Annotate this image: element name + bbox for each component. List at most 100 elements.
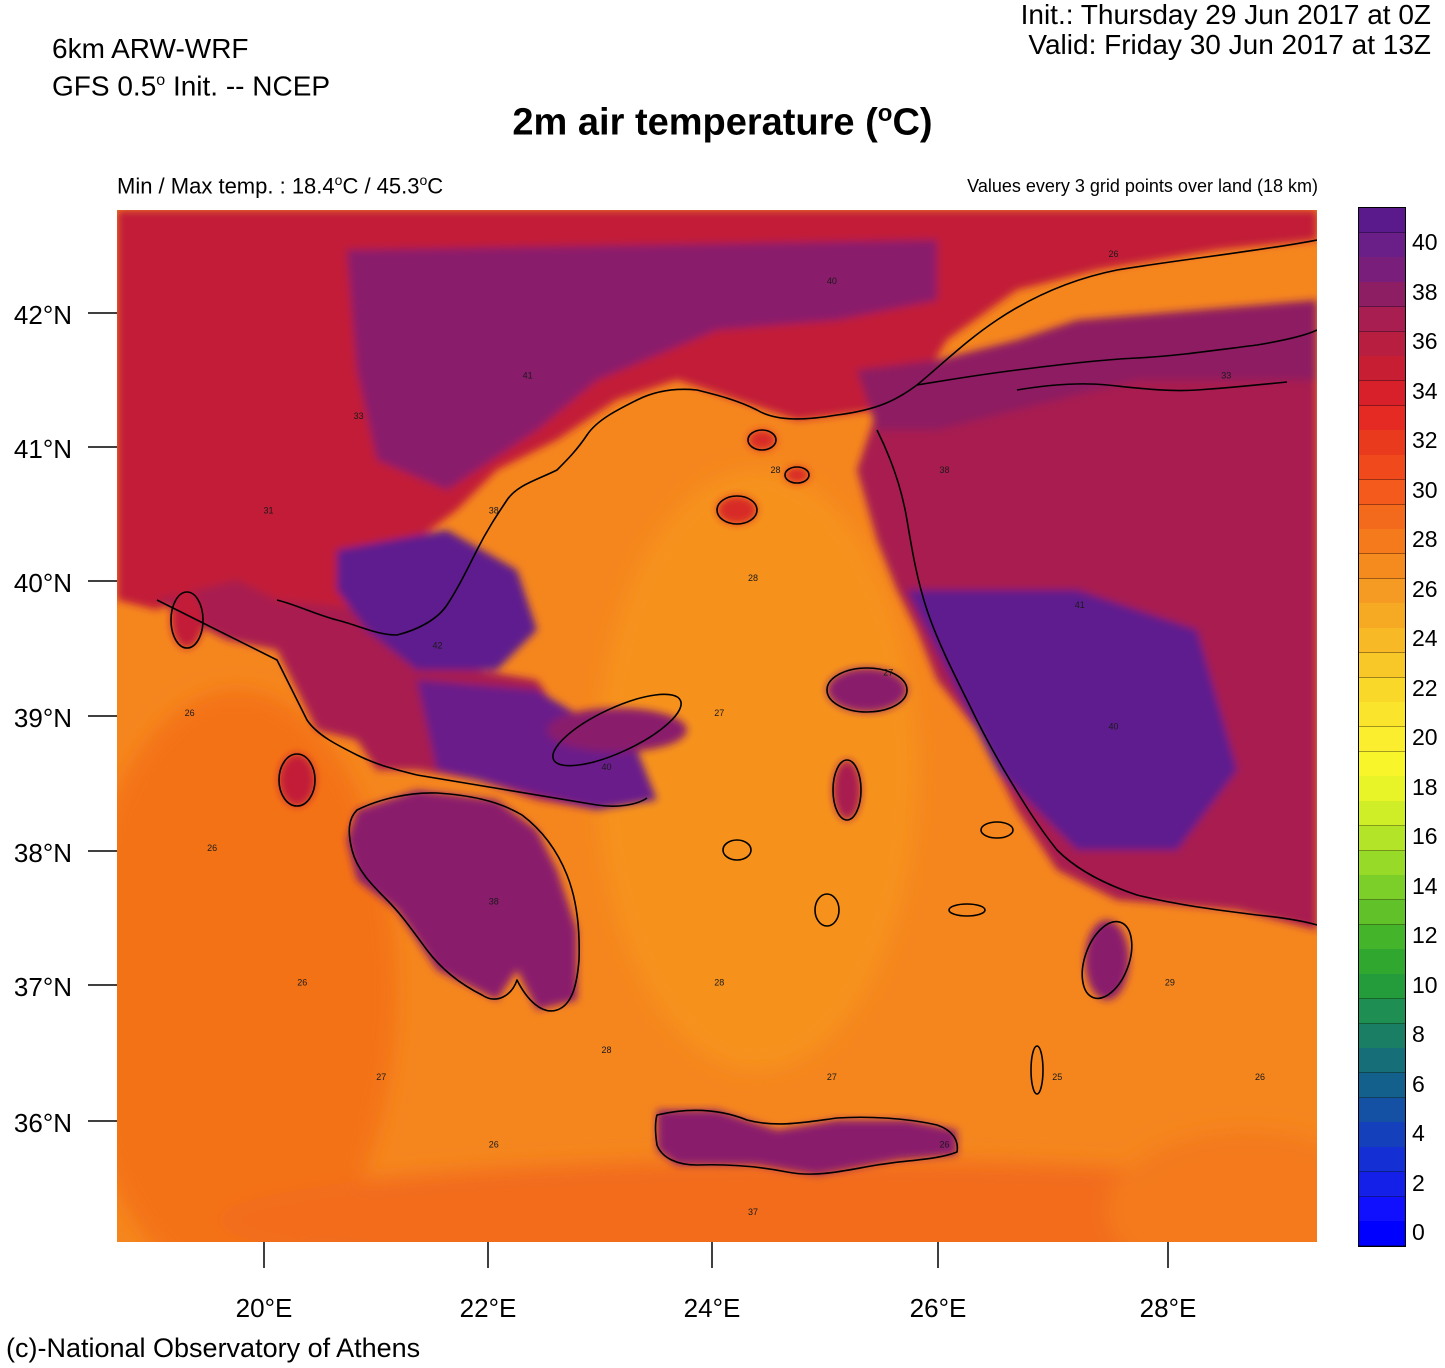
init-time: Init.: Thursday 29 Jun 2017 at 0Z — [1020, 0, 1431, 30]
coast-samothraki — [784, 466, 810, 484]
grid-value: 26 — [297, 978, 307, 988]
island-evia — [547, 708, 687, 752]
grid-value: 38 — [489, 506, 499, 516]
lon-label-20: 20°E — [235, 1293, 293, 1323]
credit-text: (c)-National Observatory of Athens — [6, 1333, 421, 1363]
colorbar-band — [1359, 1221, 1405, 1247]
grid-value: 28 — [714, 978, 724, 988]
colorbar-band — [1359, 455, 1405, 481]
land-temperature — [117, 210, 1317, 1175]
grid-value: 26 — [1109, 249, 1119, 259]
land-anatolia-hot — [907, 590, 1237, 850]
colorbar-band — [1359, 578, 1405, 604]
colorbar-band — [1359, 430, 1405, 456]
colorbar-band — [1359, 727, 1405, 753]
colorbar-band — [1359, 479, 1405, 506]
colorbar-band — [1359, 949, 1405, 975]
lon-label-22: 22°E — [459, 1293, 517, 1323]
grid-value: 37 — [748, 1207, 758, 1217]
colorbar-band — [1359, 974, 1405, 1000]
title-tail: C) — [892, 101, 933, 144]
grid-value: 26 — [1255, 1072, 1265, 1082]
colorbar-band — [1359, 1073, 1405, 1099]
coast-kefalonia — [278, 753, 316, 807]
lat-label-42: 42°N — [13, 300, 72, 330]
colorbar-label: 26 — [1412, 575, 1438, 602]
grid-value: 38 — [489, 897, 499, 907]
coast-corfu — [170, 591, 204, 649]
coast-andros — [722, 839, 752, 861]
colorbar-band — [1359, 381, 1405, 407]
colorbar-band — [1359, 677, 1405, 703]
colorbar-label: 24 — [1412, 625, 1438, 651]
colorbar-label: 4 — [1412, 1120, 1425, 1146]
colorbar-label: 2 — [1412, 1169, 1425, 1196]
grid-value: 26 — [207, 843, 217, 853]
title-main: 2m air temperature ( — [512, 101, 878, 144]
colorbar-band — [1359, 331, 1405, 357]
colorbar-band — [1359, 208, 1405, 234]
colorbar-band — [1359, 998, 1405, 1025]
grid-value: 28 — [748, 573, 758, 583]
coast-marmara — [1016, 381, 1288, 392]
colorbar-band — [1359, 628, 1405, 654]
colorbar-label: 8 — [1412, 1021, 1425, 1047]
grid-value: 40 — [602, 762, 612, 772]
valid-time: Valid: Friday 30 Jun 2017 at 13Z — [1028, 29, 1431, 60]
island-lemnos — [717, 496, 757, 524]
colorbar-label: 38 — [1412, 278, 1438, 305]
gfs-suffix: Init. -- NCEP — [165, 70, 331, 102]
island-chios — [833, 760, 861, 820]
colorbar-band — [1359, 875, 1405, 901]
colorbar-band — [1359, 232, 1405, 258]
colorbar-label: 18 — [1412, 773, 1438, 800]
coast-lemnos — [716, 495, 758, 525]
colorbar-band — [1359, 850, 1405, 876]
coast-peloponnese — [348, 792, 580, 1012]
grid-value: 40 — [1109, 721, 1119, 731]
grid-value: 25 — [1052, 1072, 1062, 1082]
colorbar-label: 10 — [1412, 971, 1438, 998]
colorbar-band — [1359, 1147, 1405, 1173]
lon-label-26: 26°E — [909, 1293, 967, 1323]
island-lesvos — [827, 668, 907, 712]
land-crete — [657, 1110, 957, 1175]
title-degree: o — [877, 100, 893, 127]
coast-chios — [832, 759, 862, 821]
minmax-degree-1: o — [334, 172, 343, 188]
lat-label-36: 36°N — [13, 1108, 72, 1138]
land-hot-north — [347, 240, 937, 490]
grid-value: 41 — [523, 371, 533, 381]
colorbar-band — [1359, 702, 1405, 728]
colorbar-band — [1359, 306, 1405, 333]
coast-thasos — [747, 429, 777, 451]
colorbar-band — [1359, 356, 1405, 382]
grid-value: 29 — [1165, 978, 1175, 988]
colorbar-label: 12 — [1412, 922, 1438, 948]
island-thasos — [748, 430, 776, 450]
coast-samos — [980, 821, 1014, 839]
grid-value: 33 — [1221, 371, 1231, 381]
minmax-degree-2: o — [419, 172, 428, 188]
grid-value: 41 — [1075, 600, 1085, 610]
colorbar-label: 30 — [1412, 476, 1438, 503]
coast-thrace — [916, 329, 1317, 386]
lat-label-39: 39°N — [13, 703, 72, 733]
colorbar-label: 6 — [1412, 1070, 1425, 1097]
lat-label-37: 37°N — [13, 972, 72, 1002]
colorbar-band — [1359, 1097, 1405, 1123]
grid-value: 26 — [489, 1140, 499, 1150]
colorbar-band — [1359, 801, 1405, 827]
model-label: 6km ARW-WRF — [52, 33, 249, 64]
island-rhodes — [1085, 920, 1129, 1000]
coast-karpathos — [1030, 1045, 1044, 1095]
gfs-degree: o — [156, 72, 166, 89]
grid-value: 27 — [827, 1072, 837, 1082]
colorbar-label: 22 — [1412, 674, 1438, 701]
colorbar-label: 16 — [1412, 823, 1438, 849]
coast-crete — [654, 1109, 959, 1175]
gfs-init-label: GFS 0.5o Init. -- NCEP — [52, 66, 330, 101]
grid-note: Values every 3 grid points over land (18… — [967, 176, 1318, 196]
colorbar-band — [1359, 405, 1405, 431]
grid-value: 28 — [771, 465, 781, 475]
